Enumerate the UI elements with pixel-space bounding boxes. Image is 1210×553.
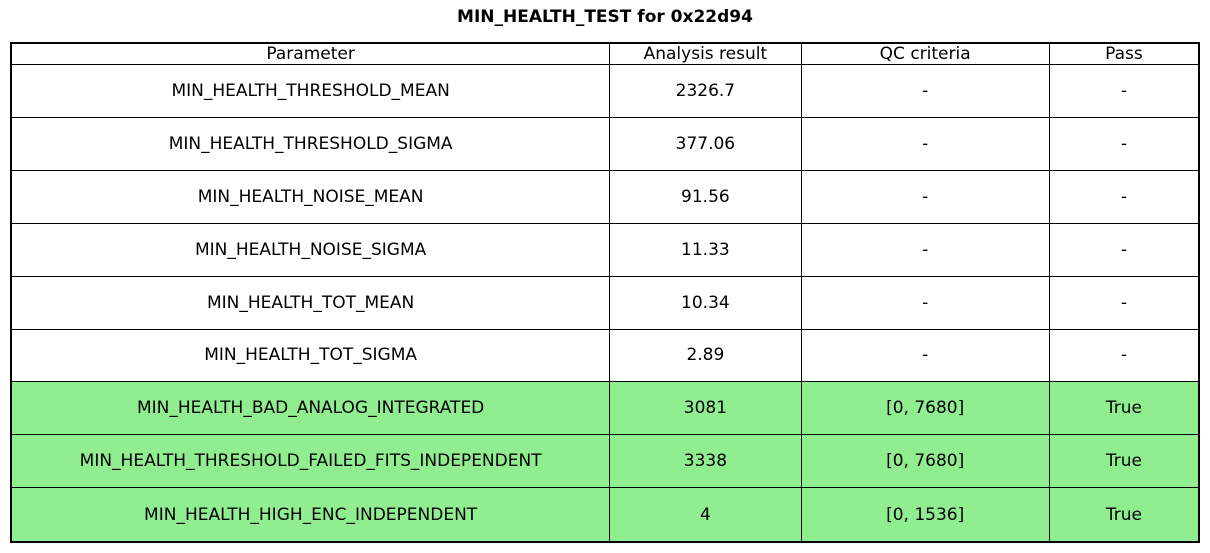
qc-criteria-cell: [0, 7680] — [800, 381, 1050, 436]
parameter-cell: MIN_HEALTH_TOT_MEAN — [10, 275, 611, 330]
qc-criteria-cell: - — [800, 275, 1050, 330]
parameter-cell: MIN_HEALTH_THRESHOLD_FAILED_FITS_INDEPEN… — [10, 434, 611, 489]
table-row: MIN_HEALTH_NOISE_SIGMA 11.33- - — [10, 222, 1200, 277]
parameter-cell: MIN_HEALTH_THRESHOLD_SIGMA — [10, 116, 611, 171]
table-row: MIN_HEALTH_THRESHOLD_FAILED_FITS_INDEPEN… — [10, 434, 1200, 489]
col-header-qc-criteria: QC criteria — [800, 42, 1050, 65]
pass-cell: - — [1048, 169, 1200, 224]
pass-cell: - — [1048, 116, 1200, 171]
pass-cell: True — [1048, 434, 1200, 489]
analysis-result-cell: 4 — [609, 487, 802, 543]
analysis-result-cell: 10.34 — [609, 275, 802, 330]
table-row: MIN_HEALTH_TOT_SIGMA 2.89- - — [10, 328, 1200, 383]
qc-criteria-cell: [0, 7680] — [800, 434, 1050, 489]
table-row: MIN_HEALTH_THRESHOLD_SIGMA 377.06- - — [10, 116, 1200, 171]
table-row: MIN_HEALTH_HIGH_ENC_INDEPENDENT 4 [0, 1536… — [10, 487, 1200, 543]
analysis-result-cell: 91.56 — [609, 169, 802, 224]
pass-cell: True — [1048, 381, 1200, 436]
pass-cell: - — [1048, 64, 1200, 118]
parameter-cell: MIN_HEALTH_HIGH_ENC_INDEPENDENT — [10, 487, 611, 543]
table-row: MIN_HEALTH_THRESHOLD_MEAN 2326.7- - — [10, 64, 1200, 118]
qc-criteria-cell: - — [800, 169, 1050, 224]
table-body: MIN_HEALTH_THRESHOLD_MEAN 2326.7- - MIN_HEA… — [10, 64, 1200, 543]
figure-title: MIN_HEALTH_TEST for 0x22d94 — [457, 7, 753, 27]
qc-criteria-cell: - — [800, 328, 1050, 383]
qc-criteria-cell: - — [800, 116, 1050, 171]
pass-cell: True — [1048, 487, 1200, 543]
table-row: MIN_HEALTH_BAD_ANALOG_INTEGRATED 3081 [0, … — [10, 381, 1200, 436]
analysis-result-cell: 2.89 — [609, 328, 802, 383]
analysis-result-cell: 11.33 — [609, 222, 802, 277]
qc-criteria-cell: [0, 1536] — [800, 487, 1050, 543]
table-row: MIN_HEALTH_NOISE_MEAN 91.56- - — [10, 169, 1200, 224]
pass-cell: - — [1048, 222, 1200, 277]
analysis-result-cell: 377.06 — [609, 116, 802, 171]
pass-cell: - — [1048, 328, 1200, 383]
parameter-cell: MIN_HEALTH_THRESHOLD_MEAN — [10, 64, 611, 118]
analysis-result-cell: 2326.7 — [609, 64, 802, 118]
qc-results-table: Parameter Analysis result QC criteria Pa… — [10, 42, 1200, 543]
pass-cell: - — [1048, 275, 1200, 330]
col-header-analysis-result: Analysis result — [609, 42, 802, 65]
col-header-parameter: Parameter — [10, 42, 611, 65]
header-row: Parameter Analysis result QC criteria Pa… — [10, 42, 1200, 65]
parameter-cell: MIN_HEALTH_NOISE_MEAN — [10, 169, 611, 224]
table-row: MIN_HEALTH_TOT_MEAN 10.34- - — [10, 275, 1200, 330]
parameter-cell: MIN_HEALTH_TOT_SIGMA — [10, 328, 611, 383]
col-header-pass: Pass — [1048, 42, 1200, 65]
qc-criteria-cell: - — [800, 222, 1050, 277]
parameter-cell: MIN_HEALTH_NOISE_SIGMA — [10, 222, 611, 277]
qc-criteria-cell: - — [800, 64, 1050, 118]
analysis-result-cell: 3081 — [609, 381, 802, 436]
analysis-result-cell: 3338 — [609, 434, 802, 489]
parameter-cell: MIN_HEALTH_BAD_ANALOG_INTEGRATED — [10, 381, 611, 436]
